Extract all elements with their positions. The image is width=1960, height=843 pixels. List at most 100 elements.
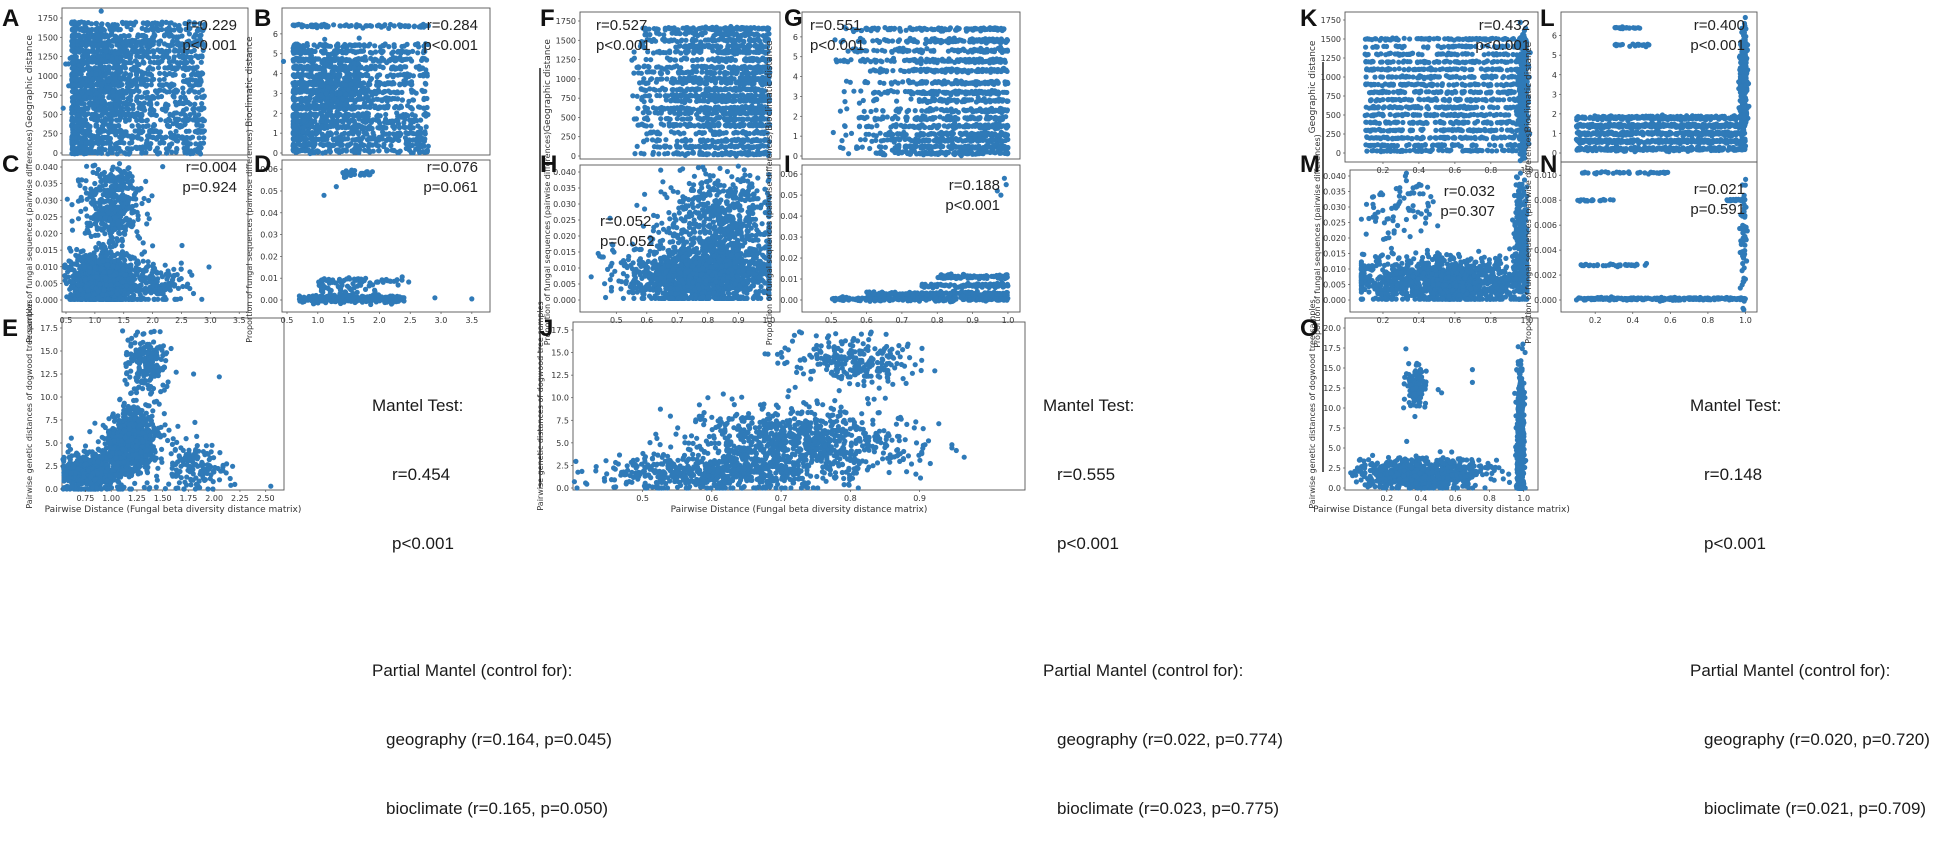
y-tick-label: 3 [273,89,278,98]
data-point [81,48,86,53]
data-point [310,90,315,95]
data-point [360,25,365,30]
y-tick-label: 0 [273,149,278,158]
data-point [386,26,391,31]
data-point [142,100,147,105]
data-point [424,96,429,101]
data-point [385,148,390,153]
data-point [85,53,90,58]
y-tick-label: 1 [273,129,278,138]
data-point [122,151,127,156]
data-point [166,83,171,88]
data-point [183,65,188,70]
data-point [344,22,349,27]
data-point [167,59,172,64]
data-point [334,148,339,153]
data-point [374,57,379,62]
data-point [105,151,110,156]
data-point [73,27,78,32]
data-point [96,78,101,83]
data-point [328,149,333,154]
data-point [300,143,305,148]
data-point [96,108,101,113]
scatter-points [281,22,431,156]
data-point [291,105,296,110]
data-point [162,65,167,70]
data-point [192,89,197,94]
data-point [373,49,378,54]
data-point [198,151,203,156]
data-point [156,94,161,99]
data-point [77,149,82,154]
data-point [148,41,153,46]
data-point [131,106,136,111]
data-point [113,132,118,137]
stat-r-label: r=0.229 [186,17,237,34]
data-point [344,115,349,120]
data-point [390,124,395,129]
data-point [389,81,394,86]
data-point [356,112,361,117]
data-point [195,71,200,76]
data-point [117,69,122,74]
data-point [303,49,308,54]
data-point [181,73,186,78]
data-point [99,9,104,14]
data-point [404,49,409,54]
data-point [316,80,321,85]
data-point [395,118,400,123]
data-point [80,98,85,103]
data-point [153,88,158,93]
data-point [404,57,409,62]
y-axis-label: Geographic distance [25,35,35,128]
data-point [134,146,139,151]
data-point [409,150,414,155]
data-point [129,90,134,95]
data-point [326,24,331,29]
data-point [398,149,403,154]
data-point [127,55,132,60]
data-point [125,39,130,44]
data-point [152,122,157,127]
data-point [290,81,295,86]
data-point [406,141,411,146]
data-point [378,113,383,118]
data-point [130,39,135,44]
data-point [94,122,99,127]
data-point [124,100,129,105]
data-point [169,42,174,47]
data-point [123,119,128,124]
data-point [173,136,178,141]
data-point [113,76,118,81]
data-point [190,60,195,65]
data-point [116,111,121,116]
data-point [151,50,156,55]
data-point [362,42,367,47]
data-point [141,33,146,38]
data-point [70,89,75,94]
data-point [325,43,330,48]
data-point [98,140,103,145]
data-point [174,66,179,71]
data-point [410,49,415,54]
data-point [134,87,139,92]
data-point [296,88,301,93]
data-point [110,254,115,259]
data-point [394,137,399,142]
data-point [130,123,135,128]
data-point [422,150,427,155]
data-point [397,22,402,27]
data-point [141,60,146,65]
data-point [311,119,316,124]
data-point [413,113,418,118]
data-point [363,130,368,135]
data-point [363,92,368,97]
data-point [87,67,92,72]
data-point [193,78,198,83]
data-point [304,107,309,112]
data-point [354,24,359,29]
data-point [184,139,189,144]
data-point [149,112,154,117]
data-point [93,65,98,70]
